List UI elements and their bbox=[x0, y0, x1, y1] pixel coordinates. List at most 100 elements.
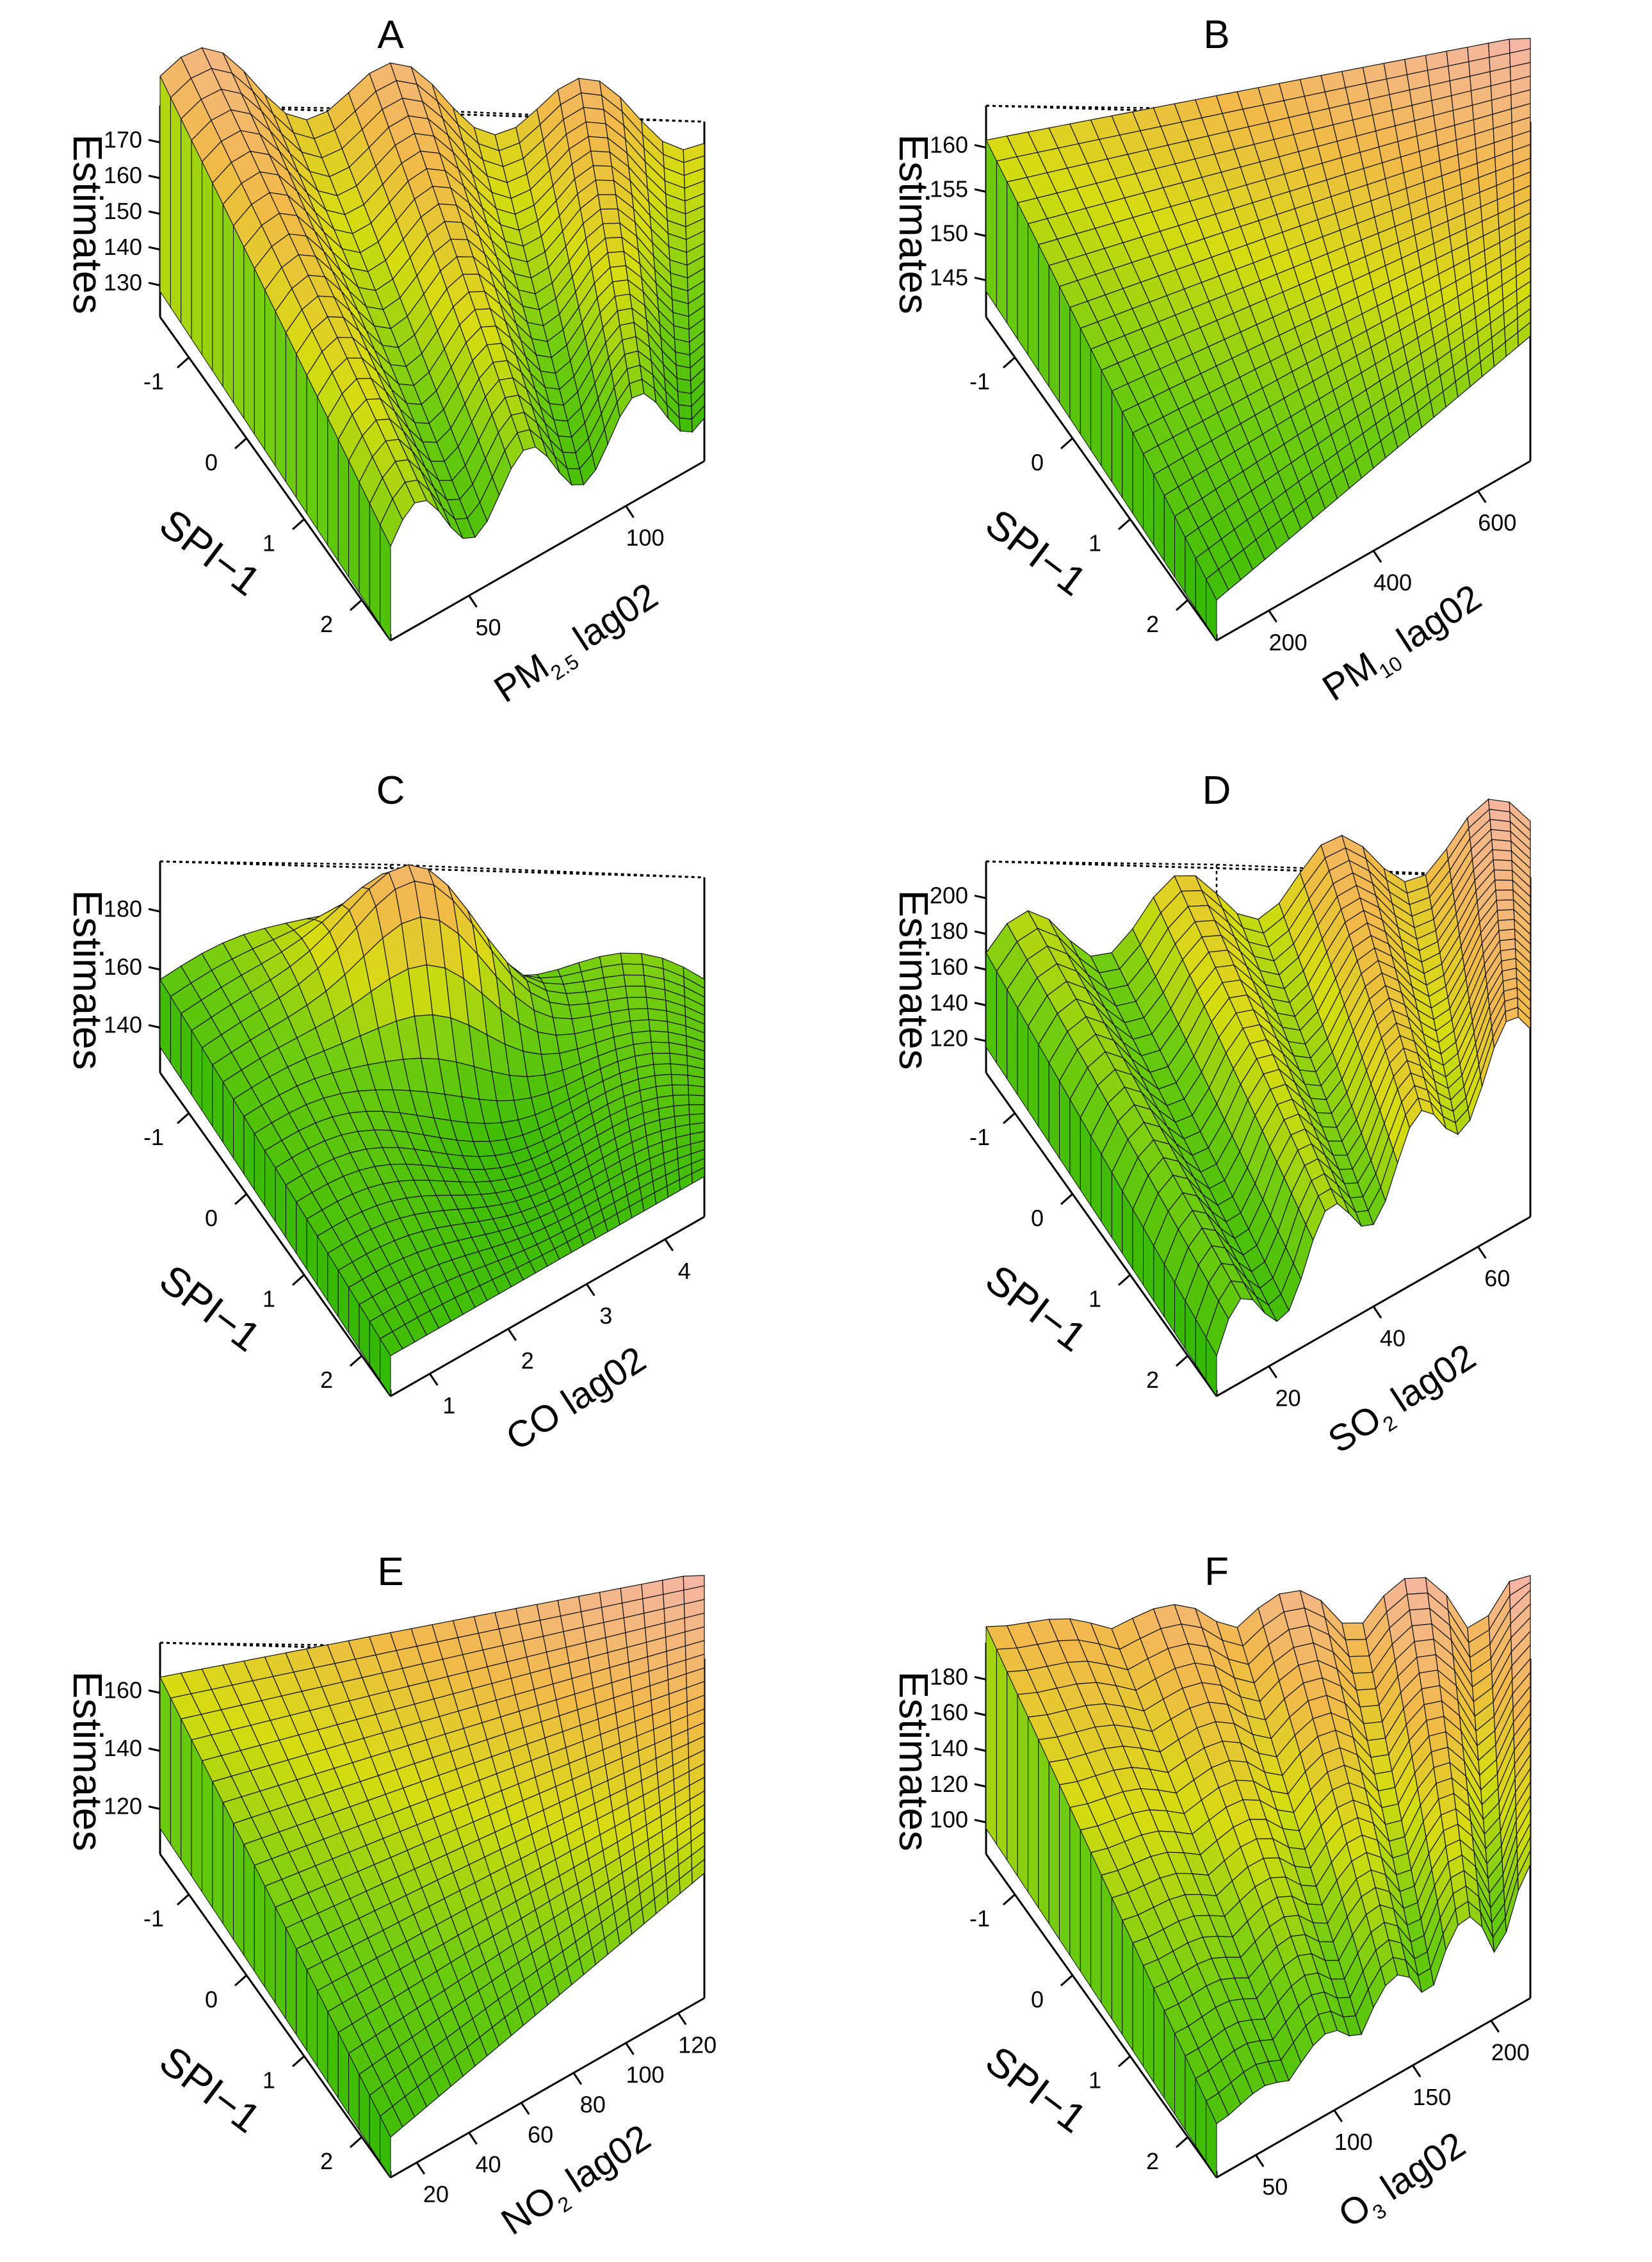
surface-skirt bbox=[1048, 265, 1060, 404]
surface-skirt bbox=[1206, 1336, 1217, 1397]
surface-skirt bbox=[380, 1337, 391, 1397]
surface-facet bbox=[1404, 1577, 1429, 1595]
x-tick bbox=[1372, 550, 1382, 563]
z-tick-label: 160 bbox=[104, 954, 142, 980]
surface-facet bbox=[1496, 909, 1515, 921]
surface-facet bbox=[552, 1017, 576, 1036]
panel-title: E bbox=[377, 1550, 403, 1594]
y-tick-label: 0 bbox=[205, 449, 218, 475]
x-tick-label: 100 bbox=[626, 2062, 664, 2088]
y-axis-label: SPI−1 bbox=[977, 2037, 1095, 2142]
surface-skirt bbox=[264, 289, 276, 468]
x-tick-label: 150 bbox=[1413, 2084, 1451, 2110]
surface-facet bbox=[612, 279, 631, 297]
surface-facet bbox=[1352, 1672, 1377, 1691]
y-tick bbox=[1060, 1193, 1073, 1205]
surface-facet bbox=[588, 136, 610, 153]
surface-skirt bbox=[380, 525, 391, 642]
y-tick-label: 1 bbox=[1089, 2067, 1101, 2094]
surface-skirt bbox=[191, 1739, 202, 1893]
y-tick bbox=[1118, 2055, 1131, 2067]
surface-skirt bbox=[159, 76, 171, 309]
surface-skirt bbox=[1059, 1784, 1071, 1957]
surface-facet bbox=[625, 986, 647, 998]
x-axis-label: NO2 lag02 bbox=[494, 2117, 660, 2247]
surface-facet bbox=[1492, 849, 1512, 861]
surface-facet bbox=[1363, 1721, 1386, 1741]
surface-skirt bbox=[1007, 1672, 1018, 1877]
surface-skirt bbox=[996, 970, 1008, 1080]
y-tick bbox=[1118, 1274, 1131, 1286]
surface-facet bbox=[1341, 1622, 1367, 1641]
z-tick bbox=[974, 966, 987, 971]
z-tick-label: 160 bbox=[930, 131, 968, 158]
z-tick-label: 140 bbox=[104, 1735, 142, 1761]
x-tick-label: 100 bbox=[626, 525, 664, 551]
surface-skirt bbox=[1206, 579, 1217, 642]
surface-skirt bbox=[1080, 1830, 1092, 1989]
y-tick bbox=[292, 2055, 305, 2067]
x-tick-label: 200 bbox=[1491, 2039, 1530, 2065]
z-tick bbox=[148, 1024, 161, 1029]
surface-skirt bbox=[996, 161, 1008, 325]
surface-skirt bbox=[317, 396, 328, 547]
surface-skirt bbox=[222, 204, 234, 404]
surface-skirt bbox=[233, 225, 245, 419]
x-tick bbox=[664, 1239, 674, 1251]
surface-skirt bbox=[1007, 181, 1018, 340]
surface-facet bbox=[549, 1002, 572, 1020]
surface-facet bbox=[580, 92, 604, 110]
z-tick-label: 120 bbox=[930, 1025, 968, 1052]
surface-facet bbox=[1491, 839, 1512, 852]
y-tick bbox=[234, 1193, 247, 1205]
y-tick-label: 0 bbox=[205, 1205, 218, 1231]
x-tick-label: 50 bbox=[475, 614, 501, 640]
surface-skirt bbox=[1017, 1006, 1028, 1112]
surface-facet bbox=[670, 1063, 688, 1076]
surface-facet bbox=[679, 417, 693, 433]
surface-facet bbox=[652, 1052, 671, 1065]
surface-skirt bbox=[985, 1626, 997, 1846]
surface-facet bbox=[610, 265, 629, 282]
surface-facet bbox=[1494, 879, 1514, 891]
y-tick bbox=[1176, 599, 1188, 611]
surface-facet bbox=[691, 404, 705, 434]
z-tick-label: 150 bbox=[930, 220, 968, 247]
box-edge bbox=[390, 1216, 705, 1397]
surface-skirt bbox=[1048, 1762, 1060, 1941]
surface-skirt bbox=[212, 1781, 223, 1925]
surface-facet bbox=[595, 179, 617, 195]
y-axis-label: SPI−1 bbox=[151, 1256, 269, 1360]
x-axis-label: PM2.5 lag02 bbox=[487, 575, 668, 715]
box-edge-back bbox=[390, 863, 705, 879]
y-tick bbox=[234, 1974, 247, 1987]
surface-facet bbox=[1359, 1704, 1383, 1725]
surface-facet bbox=[622, 963, 645, 976]
surface-facet bbox=[691, 1167, 705, 1184]
surface-skirt bbox=[202, 1761, 213, 1909]
y-tick bbox=[1060, 1974, 1073, 1987]
surface-skirt bbox=[254, 1865, 266, 1989]
surface-skirt bbox=[222, 1802, 234, 1941]
x-tick bbox=[468, 595, 478, 608]
y-tick-label: 0 bbox=[1031, 1205, 1044, 1231]
surface-facet bbox=[688, 1104, 705, 1115]
surface-facet bbox=[628, 1008, 649, 1021]
z-axis-label: Estimates bbox=[65, 1672, 111, 1851]
z-tick bbox=[148, 174, 161, 179]
x-tick bbox=[625, 2042, 635, 2055]
y-tick-label: -1 bbox=[969, 368, 990, 395]
y-axis-label: SPI−1 bbox=[151, 500, 269, 605]
z-tick-label: 120 bbox=[930, 1771, 968, 1797]
y-tick-label: -1 bbox=[143, 1124, 164, 1150]
z-tick bbox=[148, 138, 161, 143]
box-edge bbox=[1216, 1997, 1531, 2179]
y-tick-label: 1 bbox=[263, 530, 275, 557]
z-tick-label: 140 bbox=[104, 234, 142, 260]
surface-skirt bbox=[170, 97, 182, 325]
surface-skirt bbox=[1028, 224, 1039, 372]
surface-facet bbox=[1493, 859, 1513, 871]
